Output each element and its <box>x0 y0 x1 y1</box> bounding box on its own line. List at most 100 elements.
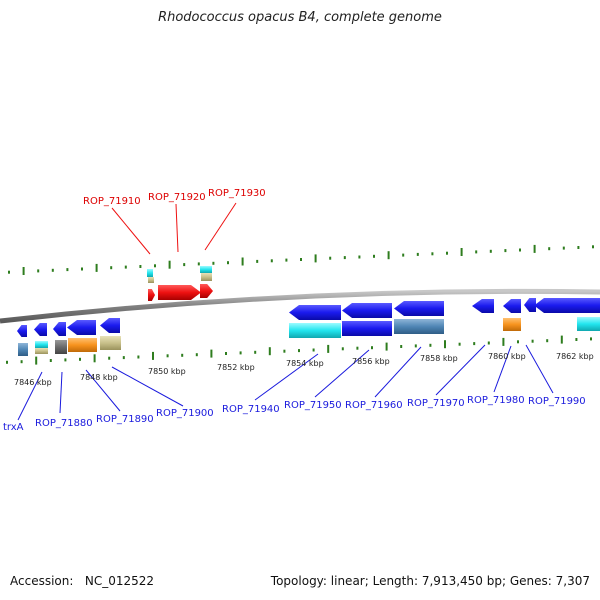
label-connector <box>314 349 370 398</box>
upper-tick <box>139 265 142 268</box>
gene-product-box <box>147 269 153 277</box>
lower-tick <box>341 347 344 351</box>
upper-tick <box>562 246 565 250</box>
upper-tick <box>270 259 273 263</box>
upper-tick <box>416 252 419 256</box>
lower-tick <box>122 356 125 360</box>
gene-label-below: ROP_71980 <box>467 395 525 406</box>
ruler-tick-label: 7848 kbp <box>80 373 118 382</box>
label-connector <box>374 346 422 398</box>
upper-tick <box>489 249 492 253</box>
gene-product-box <box>577 317 600 331</box>
gene-arrow-trxa <box>17 325 27 337</box>
lower-tick <box>429 343 432 347</box>
label-connector <box>85 369 121 412</box>
lower-tick <box>268 347 271 356</box>
gene-product-box <box>394 319 444 334</box>
gene-arrow-71930 <box>200 284 213 298</box>
ruler-tick-label: 7852 kbp <box>217 363 255 372</box>
gene-product-box <box>342 321 392 336</box>
gene-label-below: ROP_71970 <box>407 398 465 409</box>
lower-tick <box>531 339 534 343</box>
upper-tick <box>475 250 478 254</box>
label-connector <box>204 202 237 251</box>
upper-tick <box>343 256 346 260</box>
lower-tick <box>225 352 227 355</box>
lower-tick <box>64 358 67 362</box>
label-connector <box>111 366 184 407</box>
genome-backbone <box>0 288 600 324</box>
label-connector <box>17 371 43 421</box>
gene-label-below: ROP_71900 <box>156 408 214 419</box>
upper-tick <box>241 257 244 266</box>
gene-label-above: ROP_71930 <box>208 188 266 199</box>
upper-tick <box>197 262 200 266</box>
ruler-tick-label: 7850 kbp <box>148 367 186 376</box>
gene-arrow-71990 <box>534 298 600 313</box>
gene-label-above: ROP_71920 <box>148 192 206 203</box>
upper-tick <box>110 266 113 270</box>
lower-tick <box>79 357 81 361</box>
upper-tick <box>358 255 361 259</box>
gene-arrow-71950 <box>342 303 392 318</box>
gene-product-box <box>148 277 154 283</box>
lower-tick <box>444 340 446 349</box>
upper-tick <box>577 246 580 249</box>
upper-tick <box>446 251 448 255</box>
upper-tick <box>124 265 127 269</box>
upper-tick <box>227 261 229 265</box>
gene-label-below: ROP_71880 <box>35 418 93 429</box>
upper-tick <box>548 247 551 251</box>
lower-tick <box>35 356 38 365</box>
lower-tick <box>356 346 359 350</box>
lower-tick-row <box>6 335 592 365</box>
upper-tick <box>300 258 302 261</box>
upper-tick <box>373 254 375 258</box>
ruler-labels: 7846 kbp 7848 kbp 7850 kbp 7852 kbp 7854 kbp… <box>14 352 594 387</box>
lower-tick <box>385 342 388 351</box>
lower-tick <box>458 342 461 346</box>
gene-label-below: ROP_71960 <box>345 400 403 411</box>
upper-tick <box>387 251 390 260</box>
lower-tick <box>546 339 549 343</box>
gene-arrow-71960 <box>394 301 444 316</box>
gene-features <box>17 266 600 356</box>
gene-arrow <box>53 322 66 336</box>
upper-tick-row <box>8 244 594 275</box>
gene-product-box <box>55 340 67 354</box>
upper-tick <box>212 261 215 265</box>
gene-label-below: ROP_71890 <box>96 414 154 425</box>
gene-arrow-71940 <box>289 305 341 320</box>
gene-product-box <box>35 341 48 348</box>
gene-arrow <box>524 298 536 312</box>
genes-label: Genes: <box>509 574 552 588</box>
gene-arrow-71910 <box>148 289 155 301</box>
lower-tick <box>502 337 505 346</box>
label-connector <box>59 371 63 414</box>
lower-tick <box>298 349 300 353</box>
ruler-tick-label: 7862 kbp <box>556 352 594 361</box>
gene-label-below: trxA <box>3 422 24 433</box>
gene-labels: ROP_71910 ROP_71920 ROP_71930 trxA ROP_71880… <box>3 188 586 433</box>
upper-tick <box>329 256 332 260</box>
lower-tick <box>327 344 330 353</box>
lower-tick <box>575 338 578 341</box>
upper-tick <box>314 254 317 263</box>
accession-value: NC_012522 <box>84 574 155 588</box>
upper-tick <box>504 249 507 253</box>
upper-tick <box>402 253 405 257</box>
ruler-tick-label: 7846 kbp <box>14 378 52 387</box>
upper-tick <box>519 248 521 252</box>
gene-arrow-71880 <box>34 323 47 336</box>
lower-tick <box>283 349 286 353</box>
lower-tick <box>254 350 257 354</box>
lower-tick <box>517 340 519 344</box>
lower-tick <box>210 349 213 358</box>
lower-tick <box>560 335 563 344</box>
lower-tick <box>400 345 403 348</box>
ruler-tick-label: 7858 kbp <box>420 354 458 363</box>
gene-product-box <box>200 266 212 273</box>
upper-tick <box>22 267 25 275</box>
